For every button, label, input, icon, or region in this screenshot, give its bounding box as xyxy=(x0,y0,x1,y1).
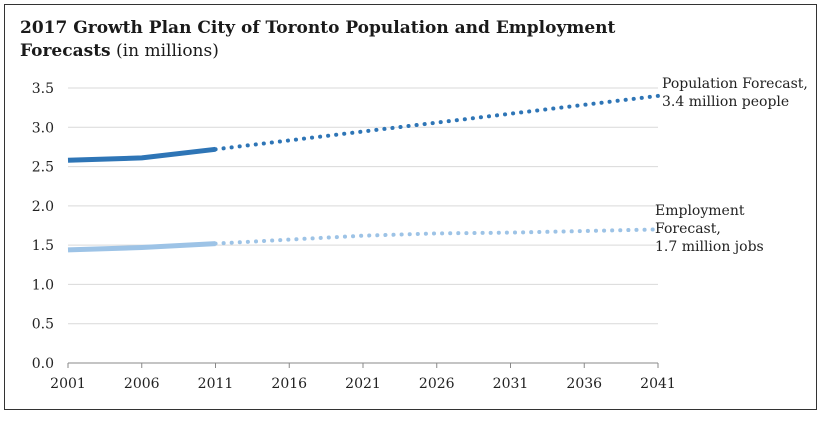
chart-title-units: (in millions) xyxy=(116,41,219,61)
x-tick-label: 2026 xyxy=(419,376,455,392)
y-tick-label: 3.0 xyxy=(32,120,54,136)
y-tick-label: 0.5 xyxy=(32,317,54,333)
x-tick-label: 2021 xyxy=(345,376,381,392)
chart-title: 2017 Growth Plan City of Toronto Populat… xyxy=(20,17,640,63)
x-tick-label: 2006 xyxy=(124,376,160,392)
y-tick-label: 0.0 xyxy=(32,356,54,372)
x-tick-label: 2001 xyxy=(50,376,86,392)
x-tick-label: 2011 xyxy=(198,376,234,392)
series-1-actual-line xyxy=(67,241,216,253)
gridlines xyxy=(68,87,658,325)
y-tick-label: 1.5 xyxy=(32,238,54,254)
series-0-forecast-line xyxy=(213,93,660,152)
y-tick-label: 2.0 xyxy=(32,199,54,215)
series-0-actual-line xyxy=(67,146,216,163)
employment-forecast-annotation: Employment Forecast, 1.7 million jobs xyxy=(655,203,764,255)
x-tick-label: 2016 xyxy=(271,376,307,392)
series-lines xyxy=(67,93,660,253)
chart-title-main: 2017 Growth Plan City of Toronto Populat… xyxy=(20,18,616,61)
y-tick-label: 2.5 xyxy=(32,160,54,176)
x-tick-label: 2036 xyxy=(566,376,602,392)
population-forecast-annotation: Population Forecast, 3.4 million people xyxy=(662,76,808,110)
series-1-forecast-line xyxy=(213,227,660,246)
y-tick-label: 3.5 xyxy=(32,81,54,97)
chart-frame xyxy=(4,4,817,410)
x-tick-label: 2031 xyxy=(493,376,529,392)
y-tick-label: 1.0 xyxy=(32,277,54,293)
x-tick-label: 2041 xyxy=(640,376,676,392)
y-axis-ticks: 0.0 0.5 1.0 1.5 2.0 2.5 3.0 3.5 xyxy=(32,81,54,372)
x-axis: 2001 2006 2011 2016 2021 2026 2031 2036 2041 xyxy=(50,362,676,392)
